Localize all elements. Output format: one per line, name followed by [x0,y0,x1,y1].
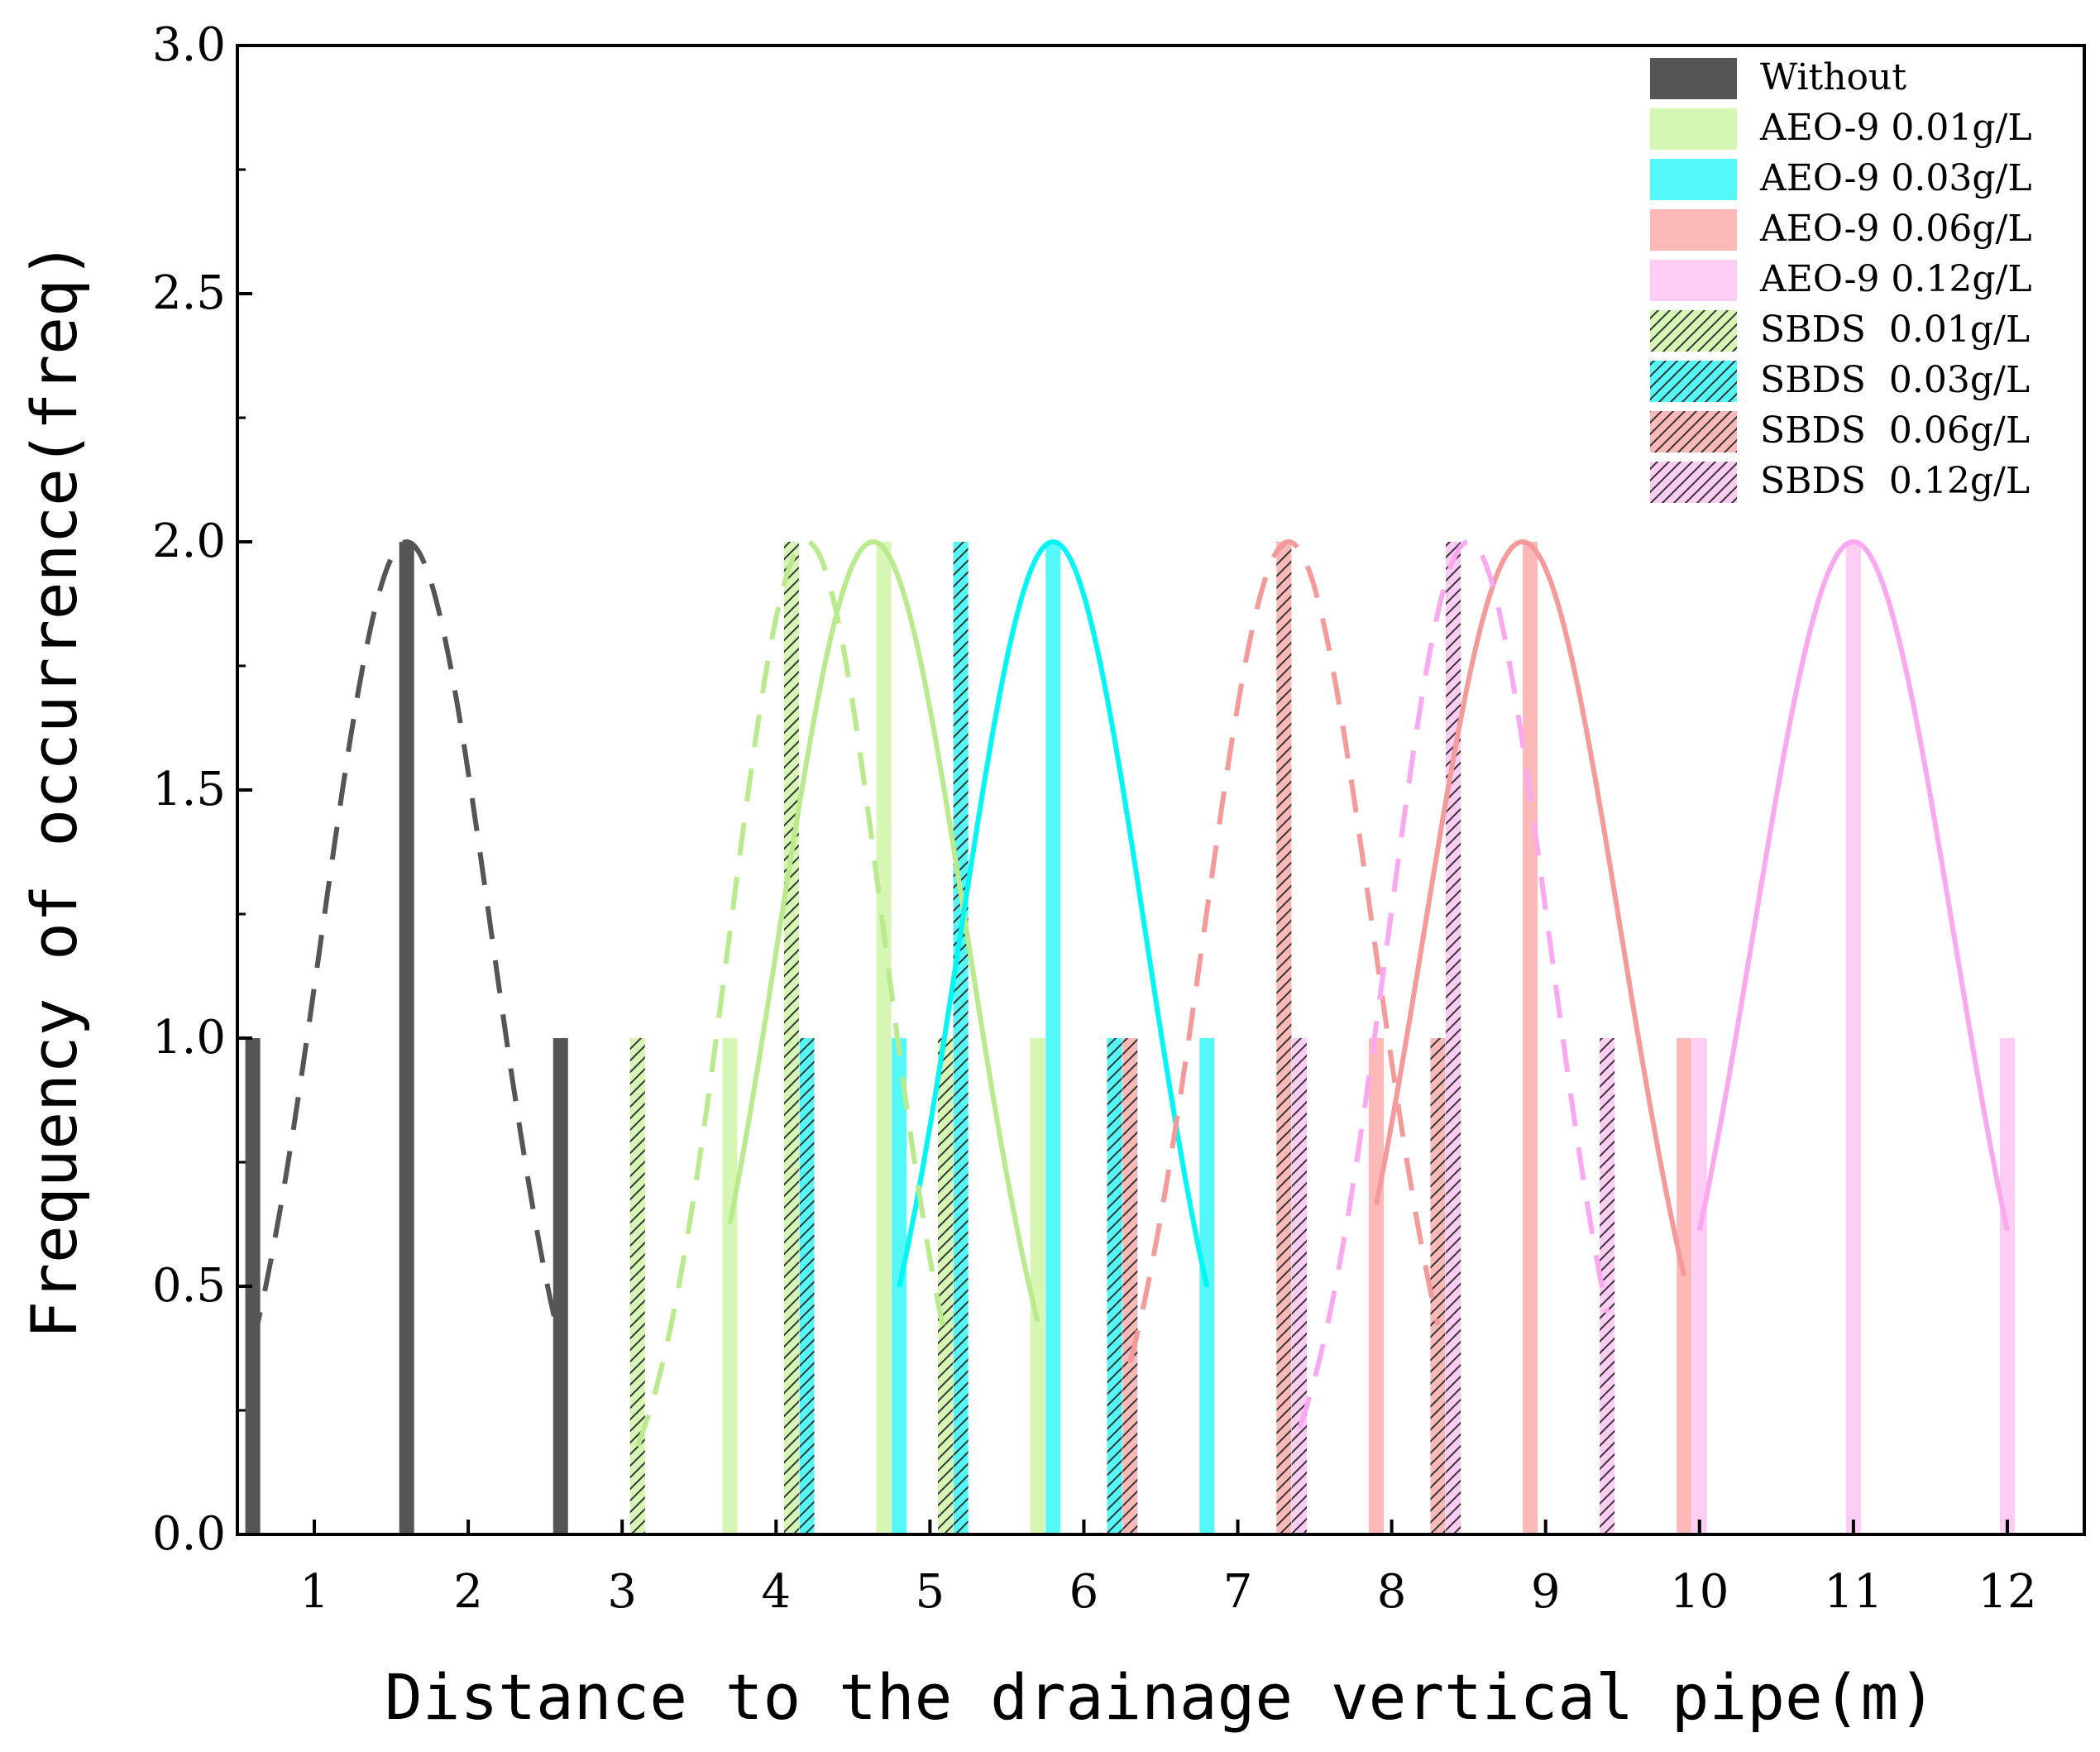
bar-aeo-9-0-12g-l-2 [1999,1038,2015,1534]
bar-aeo-9-0-03g-l-1 [1045,542,1061,1534]
x-tick-label-6: 6 [1069,1565,1099,1619]
legend: Without AEO-9 0.01g/L AEO-9 0.03g/L AEO-9 0… [1650,56,2032,503]
fit-curve-aeo-9-0-03g-l [897,539,1210,1288]
legend-swatch-aeo-9-0-12g-l [1650,260,1737,301]
bar-sbds-0-12g-l-0-hatch [1291,1038,1307,1534]
bar-sbds-0-06g-l-1-hatch [1276,542,1292,1534]
legend-swatch-hatch-sbds-0-06g-l [1650,411,1737,452]
x-tick-label-7: 7 [1223,1565,1253,1619]
legend-swatch-aeo-9-0-01g-l [1650,108,1737,150]
bars-layer [245,542,2015,1534]
bar-aeo-9-0-01g-l-2 [1030,1038,1045,1534]
bar-sbds-0-12g-l-2-hatch [1600,1038,1615,1534]
legend-label-sbds-0-01g-l: SBDS 0.01g/L [1760,309,2030,351]
y-tick-label-0: 0.0 [152,1507,226,1561]
legend-label-aeo-9-0-06g-l: AEO-9 0.06g/L [1759,208,2032,250]
y-tick-label-2: 1.0 [152,1011,226,1065]
x-tick-label-4: 4 [761,1565,791,1619]
bar-aeo-9-0-06g-l-2 [1677,1038,1692,1534]
x-axis-title: Distance to the drainage vertical pipe(m… [385,1660,1936,1734]
y-tick-label-3: 1.5 [152,763,226,816]
y-tick-label-4: 2.0 [152,515,226,568]
fit-curve-sbds-0-12g-l [1297,539,1610,1429]
y-axis-title: Frequency of occurrence(freq) [17,242,91,1339]
x-tick-label-8: 8 [1377,1565,1407,1619]
bar-sbds-0-03g-l-1-hatch [953,542,969,1534]
x-tick-label-2: 2 [453,1565,483,1619]
legend-swatch-aeo-9-0-03g-l [1650,159,1737,200]
bar-sbds-0-12g-l-1-hatch [1446,542,1461,1534]
legend-swatch-without [1650,58,1737,99]
x-tick-label-5: 5 [916,1565,945,1619]
bar-sbds-0-01g-l-2-hatch [937,1038,953,1534]
bar-without-2 [553,1038,568,1534]
bar-without-1 [399,542,414,1534]
x-tick-label-12: 12 [1978,1565,2036,1619]
legend-swatch-aeo-9-0-06g-l [1650,209,1737,251]
bar-sbds-0-03g-l-0-hatch [799,1038,815,1534]
bar-aeo-9-0-12g-l-0 [1691,1038,1707,1534]
bar-aeo-9-0-01g-l-1 [876,542,892,1534]
bar-sbds-0-06g-l-2-hatch [1430,1038,1446,1534]
legend-label-sbds-0-03g-l: SBDS 0.03g/L [1760,359,2030,401]
fit-curve-without [250,539,563,1345]
bar-sbds-0-06g-l-0-hatch [1122,1038,1138,1534]
x-tick-label-9: 9 [1531,1565,1561,1619]
bar-aeo-9-0-06g-l-1 [1523,542,1538,1534]
bar-sbds-0-03g-l-2-hatch [1107,1038,1122,1534]
y-tick-label-6: 3.0 [152,18,226,72]
legend-label-aeo-9-0-12g-l: AEO-9 0.12g/L [1759,258,2032,300]
x-tick-label-11: 11 [1824,1565,1882,1619]
fit-curve-aeo-9-0-06g-l [1374,539,1687,1277]
legend-label-sbds-0-12g-l: SBDS 0.12g/L [1760,460,2030,502]
fit-curve-aeo-9-0-01g-l [727,539,1040,1323]
bar-sbds-0-01g-l-1-hatch [783,542,799,1534]
axes-layer: 1 2 3 4 5 6 7 8 9 10 11 120.00.51.01.52.02.53.0 [152,18,2037,1619]
y-tick-label-5: 2.5 [152,266,226,320]
legend-swatch-hatch-sbds-0-03g-l [1650,361,1737,402]
bar-aeo-9-0-06g-l-0 [1369,1038,1385,1534]
legend-swatch-hatch-sbds-0-12g-l [1650,462,1737,503]
bar-sbds-0-01g-l-0-hatch [629,1038,645,1534]
x-tick-label-10: 10 [1670,1565,1729,1619]
legend-label-without: Without [1760,56,1906,98]
legend-label-aeo-9-0-03g-l: AEO-9 0.03g/L [1759,157,2032,199]
fit-curve-sbds-0-01g-l [634,539,948,1448]
fit-curves-layer [250,539,2010,1448]
fit-curve-aeo-9-0-12g-l [1696,539,2010,1232]
legend-label-aeo-9-0-01g-l: AEO-9 0.01g/L [1759,107,2032,149]
legend-swatch-hatch-sbds-0-01g-l [1650,310,1737,352]
legend-label-sbds-0-06g-l: SBDS 0.06g/L [1760,409,2030,452]
bar-aeo-9-0-01g-l-0 [722,1038,738,1534]
y-tick-label-1: 0.5 [152,1259,226,1313]
bar-without-0 [245,1038,261,1534]
fit-curve-sbds-0-06g-l [1127,539,1441,1363]
x-tick-label-1: 1 [299,1565,329,1619]
bar-aeo-9-0-12g-l-1 [1845,542,1861,1534]
x-tick-label-3: 3 [607,1565,637,1619]
